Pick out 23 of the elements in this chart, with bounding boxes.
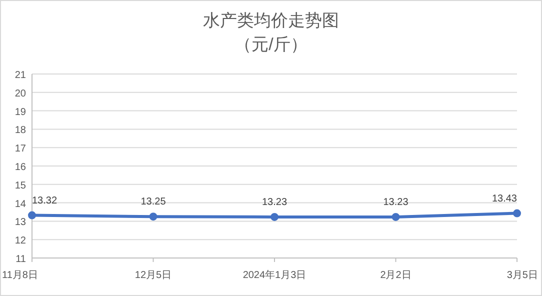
y-tick-label: 12 xyxy=(14,236,26,247)
chart-subtitle: （元/斤） xyxy=(234,35,308,54)
data-label: 13.43 xyxy=(492,193,518,204)
y-tick-label: 11 xyxy=(16,254,26,265)
x-tick-label: 2月2日 xyxy=(380,270,412,281)
y-tick-label: 18 xyxy=(14,125,26,136)
x-tick-label: 3月5日 xyxy=(506,270,538,281)
data-label: 13.32 xyxy=(32,195,58,206)
y-tick-label: 13 xyxy=(14,217,26,228)
y-tick-label: 17 xyxy=(14,144,26,155)
y-tick-label: 14 xyxy=(14,198,26,210)
data-label: 13.23 xyxy=(262,196,288,208)
x-tick-label: 11月8日 xyxy=(2,270,38,281)
y-tick-label: 16 xyxy=(14,162,26,173)
data-label: 13.23 xyxy=(383,196,409,208)
data-label: 13.25 xyxy=(140,196,166,208)
x-tick-label: 2024年1月3日 xyxy=(242,269,306,281)
y-tick-label: 21 xyxy=(14,70,26,81)
x-tick-label: 12月5日 xyxy=(134,270,172,281)
y-tick-label: 19 xyxy=(14,106,26,118)
y-tick-label: 20 xyxy=(14,88,26,100)
chart-title: 水产类均价走势图 xyxy=(203,11,339,30)
y-tick-label: 15 xyxy=(14,180,26,192)
